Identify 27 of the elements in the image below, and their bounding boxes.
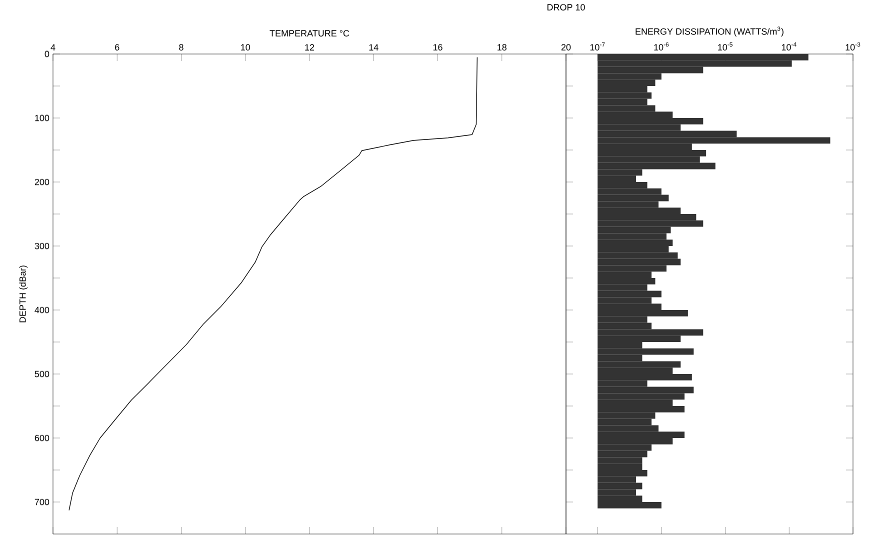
x-tick-label: 10$^{-3}$ bbox=[846, 42, 860, 50]
x-tick-label: 20 bbox=[561, 44, 571, 50]
x-axis-title: ENERGY DISSIPATION (WATTS/m$^{3}$) bbox=[636, 26, 784, 36]
x-tick-label: 8 bbox=[179, 44, 184, 50]
y-tick-label: 400 bbox=[34, 306, 50, 314]
y-tick-label: 0 bbox=[44, 50, 50, 58]
x-tick-label: 10$^{-4}$ bbox=[782, 42, 796, 50]
x-tick-label: 10$^{-6}$ bbox=[654, 42, 669, 50]
line-series bbox=[68, 56, 478, 511]
x-tick-label: 10$^{-5}$ bbox=[718, 42, 732, 50]
x-tick-label: 4 bbox=[50, 44, 56, 50]
y-tick-label: 300 bbox=[34, 242, 50, 250]
y-tick-label: 600 bbox=[34, 434, 50, 442]
x-axis-title: TEMPERATURE °C bbox=[270, 30, 350, 36]
x-tick-label: 10$^{-7}$ bbox=[590, 42, 605, 50]
x-tick-label: 6 bbox=[115, 44, 120, 50]
x-tick-label: 12 bbox=[305, 44, 314, 50]
chart-title: DROP 10 bbox=[547, 4, 585, 10]
x-tick-label: 14 bbox=[369, 44, 378, 50]
y-tick-label: 500 bbox=[34, 370, 50, 378]
y-tick-label: 200 bbox=[34, 178, 50, 186]
y-axis-title: DEPTH (dBar) bbox=[19, 266, 28, 322]
x-tick-label: 16 bbox=[433, 44, 442, 50]
x-tick-label: 10 bbox=[241, 44, 250, 50]
y-tick-label: 100 bbox=[35, 114, 50, 122]
y-tick-label: 700 bbox=[34, 498, 50, 506]
x-tick-label: 18 bbox=[498, 44, 506, 50]
